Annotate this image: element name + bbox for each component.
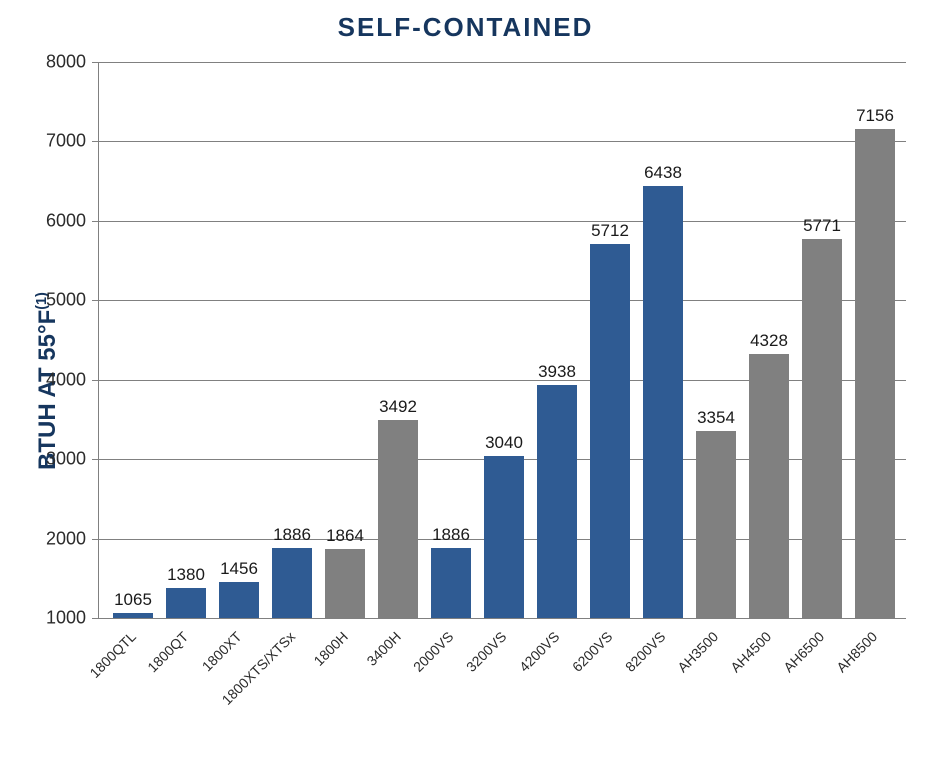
chart-title: SELF-CONTAINED: [0, 12, 931, 43]
bar: [219, 582, 259, 618]
bar-value-label: 1886: [273, 525, 311, 545]
bar-value-label: 3938: [538, 362, 576, 382]
y-tick-label: 8000: [30, 52, 86, 73]
x-tick-label: 1800XT: [199, 628, 245, 674]
bar-value-label: 4328: [750, 331, 788, 351]
plot-area: 1000200030004000500060007000800010651800…: [98, 62, 906, 618]
y-tick-label: 6000: [30, 210, 86, 231]
bar: [431, 548, 471, 618]
bar: [113, 613, 153, 618]
x-tick-label: 8200VS: [622, 628, 669, 675]
x-tick-label: 3400H: [363, 628, 403, 668]
x-tick-label: AH8500: [834, 628, 881, 675]
bar-value-label: 1456: [220, 559, 258, 579]
bar: [325, 549, 365, 618]
x-tick-label: 2000VS: [410, 628, 457, 675]
y-tick-label: 1000: [30, 608, 86, 629]
bar: [378, 420, 418, 618]
bar: [855, 129, 895, 618]
y-axis-line: [98, 62, 99, 618]
bar-value-label: 3354: [697, 408, 735, 428]
bar: [484, 456, 524, 618]
bar-value-label: 1886: [432, 525, 470, 545]
bar: [696, 431, 736, 618]
gridline: [98, 221, 906, 222]
x-axis-line: [98, 618, 906, 619]
y-tick-label: 5000: [30, 290, 86, 311]
bar: [272, 548, 312, 618]
x-tick-label: AH3500: [675, 628, 722, 675]
bar-value-label: 1864: [326, 526, 364, 546]
bar-value-label: 6438: [644, 163, 682, 183]
x-tick-label: AH4500: [728, 628, 775, 675]
bar: [590, 244, 630, 618]
bar: [166, 588, 206, 618]
bar: [749, 354, 789, 618]
x-tick-label: 1800QTL: [86, 628, 139, 681]
gridline: [98, 62, 906, 63]
x-tick-label: 1800H: [310, 628, 350, 668]
bar: [802, 239, 842, 618]
gridline: [98, 141, 906, 142]
y-tick-label: 3000: [30, 449, 86, 470]
x-tick-label: 6200VS: [569, 628, 616, 675]
y-tick-label: 4000: [30, 369, 86, 390]
x-tick-label: AH6500: [781, 628, 828, 675]
gridline: [98, 300, 906, 301]
y-tick-label: 7000: [30, 131, 86, 152]
bar-value-label: 5712: [591, 221, 629, 241]
x-tick-label: 4200VS: [516, 628, 563, 675]
bar-value-label: 1065: [114, 590, 152, 610]
bar-value-label: 3040: [485, 433, 523, 453]
y-tick-label: 2000: [30, 528, 86, 549]
chart-root: SELF-CONTAINED BTUH AT 55°F(1) 100020003…: [0, 0, 931, 764]
bar-value-label: 3492: [379, 397, 417, 417]
bar: [537, 385, 577, 618]
x-tick-label: 3200VS: [463, 628, 510, 675]
bar: [643, 186, 683, 618]
bar-value-label: 5771: [803, 216, 841, 236]
bar-value-label: 1380: [167, 565, 205, 585]
bar-value-label: 7156: [856, 106, 894, 126]
x-tick-label: 1800QT: [145, 628, 192, 675]
